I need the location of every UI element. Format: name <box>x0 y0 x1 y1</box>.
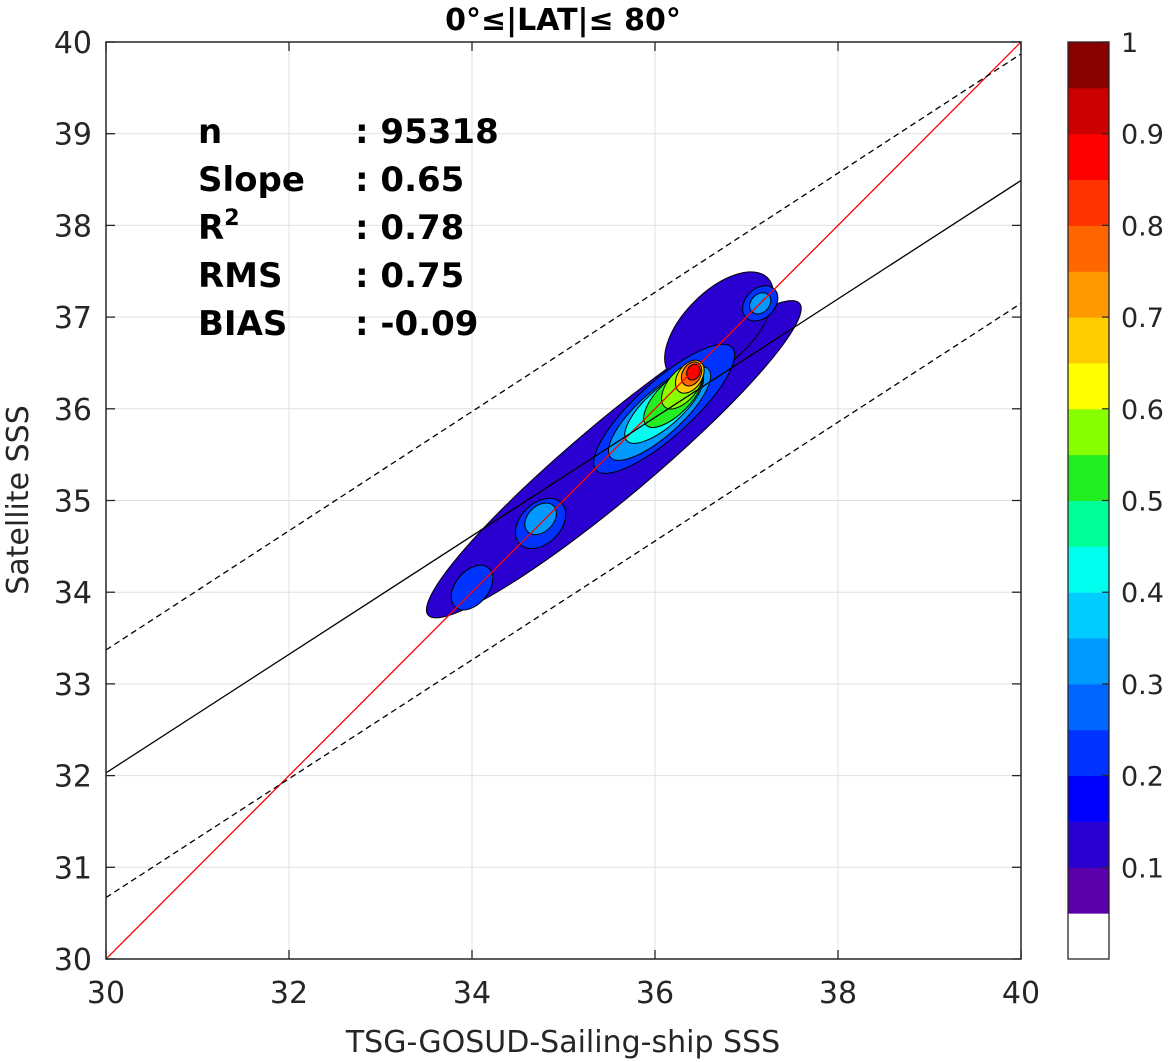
reference-lines <box>106 42 1021 959</box>
x-tick-label: 34 <box>453 976 491 1011</box>
colorbar-segment <box>1068 42 1109 89</box>
colorbar-tick-label: 0.4 <box>1121 578 1164 609</box>
colorbar-segment <box>1068 317 1109 364</box>
colorbar-segment <box>1068 225 1109 272</box>
colorbar-tick-label: 0.5 <box>1121 487 1164 518</box>
x-tick-label: 38 <box>819 976 857 1011</box>
stat-value: : 95318 <box>355 112 499 152</box>
stat-value: : 0.78 <box>355 208 464 248</box>
x-tick-label: 30 <box>87 976 125 1011</box>
colorbar-tick-label: 0.7 <box>1121 303 1164 334</box>
density-contours <box>425 271 802 619</box>
stat-label: Slope <box>198 160 305 200</box>
x-tick-label: 40 <box>1002 976 1040 1011</box>
x-axis-label: TSG-GOSUD-Sailing-ship SSS <box>345 1025 780 1060</box>
y-tick-label: 36 <box>54 393 92 428</box>
colorbar-segment <box>1068 454 1109 501</box>
stat-value: : 0.75 <box>355 256 464 296</box>
colorbar-segment <box>1068 729 1109 777</box>
colorbar-segment <box>1068 87 1109 135</box>
colorbar-segment <box>1068 638 1109 685</box>
colorbar-tick-label: 0.1 <box>1121 853 1164 884</box>
colorbar-segment <box>1068 821 1109 868</box>
stat-value: : 0.65 <box>355 160 464 200</box>
colorbar-segment <box>1068 500 1109 547</box>
stat-label: BIAS <box>198 304 287 344</box>
stat-label: RMS <box>198 256 283 296</box>
chart-title: 0°≤|LAT|≤ 80° <box>445 3 681 38</box>
colorbar-segment <box>1068 408 1109 456</box>
fit-line <box>106 179 1021 774</box>
y-tick-label: 37 <box>54 301 92 336</box>
density-contour-level-0.2 <box>450 564 494 611</box>
colorbar-segment <box>1068 362 1109 410</box>
colorbar-segment <box>1068 867 1109 914</box>
colorbar-segment <box>1068 546 1109 593</box>
density-contour-level-0.3 <box>524 502 557 536</box>
identity-line <box>106 42 1021 959</box>
y-tick-label: 38 <box>54 209 92 244</box>
colorbar-tick-label: 0.9 <box>1121 120 1164 151</box>
colorbar-tick-label: 0.3 <box>1121 670 1164 701</box>
y-tick-label: 35 <box>54 485 92 520</box>
density-contour-level-0.9 <box>686 363 701 381</box>
x-tick-labels: 30 32 34 36 38 40 <box>87 976 1040 1011</box>
colorbar-segment <box>1068 133 1109 181</box>
axis-ticks <box>105 41 1022 960</box>
colorbar: 0.1 0.2 0.3 0.4 0.5 0.6 0.7 0.8 0.9 1 <box>1067 28 1164 960</box>
colorbar-segment <box>1068 179 1109 226</box>
y-tick-labels: 30 31 32 33 34 35 36 37 38 39 40 <box>54 26 92 978</box>
stat-superscript: 2 <box>224 206 239 231</box>
colorbar-segment <box>1068 271 1109 318</box>
y-tick-label: 31 <box>54 851 92 886</box>
y-tick-label: 33 <box>54 668 92 703</box>
colorbar-segment <box>1068 592 1109 639</box>
colorbar-segment <box>1068 683 1109 731</box>
x-tick-label: 32 <box>270 976 308 1011</box>
x-tick-label: 36 <box>636 976 674 1011</box>
colorbar-tick-label: 0.2 <box>1121 762 1164 793</box>
colorbar-tick-label: 1 <box>1121 28 1138 59</box>
y-tick-label: 30 <box>54 943 92 978</box>
y-tick-label: 40 <box>54 26 92 61</box>
y-axis-label: Satellite SSS <box>1 405 36 595</box>
fit+rms-line <box>106 53 1021 651</box>
colorbar-tick-label: 0.8 <box>1121 211 1164 242</box>
colorbar-tick-label: 0.6 <box>1121 395 1164 426</box>
stat-label: n <box>198 112 222 152</box>
colorbar-segment <box>1068 913 1109 960</box>
stat-value: : -0.09 <box>355 304 478 344</box>
grid <box>105 41 1022 960</box>
y-tick-label: 32 <box>54 760 92 795</box>
colorbar-segment <box>1068 775 1109 822</box>
y-tick-label: 39 <box>54 118 92 153</box>
fit-rms-line <box>106 302 1021 899</box>
y-tick-label: 34 <box>54 576 92 611</box>
